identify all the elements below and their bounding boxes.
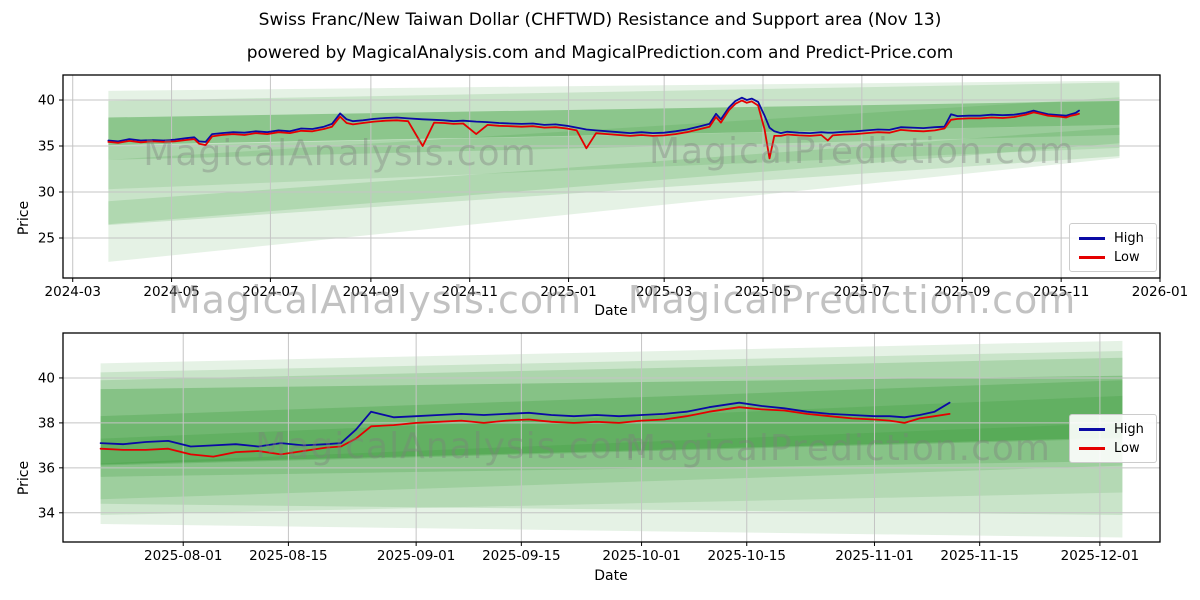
x-tick-label: 2025-03 [636,284,692,300]
top-x-axis-label: Date [594,303,628,319]
high-line-swatch [1079,237,1105,240]
high-line [99,401,951,448]
x-tick-label: 2025-05 [735,284,791,300]
support-resistance-band [100,340,1123,538]
top-y-axis-label: Price [16,200,32,236]
x-tick-label: 2025-12-01 [1061,548,1139,564]
bottom-x-axis-label: Date [594,568,628,584]
legend-label-low: Low [1114,250,1140,265]
legend-row-high: High [1070,420,1156,439]
y-tick-label: 36 [38,460,55,476]
plot-border [62,74,1161,279]
x-tick-label: 2025-11-01 [835,548,913,564]
low-line-swatch [1079,256,1105,259]
x-tick-label: 2024-09 [343,284,399,300]
high-line-swatch [1079,428,1105,431]
x-tick-label: 2025-10-01 [602,548,680,564]
y-tick-label: 38 [38,415,55,431]
plot-border [62,332,1161,543]
support-resistance-band [100,357,1123,477]
x-tick-label: 2025-09-01 [377,548,455,564]
high-line [107,96,1080,143]
y-tick-label: 34 [38,505,55,521]
x-tick-label: 2024-11 [442,284,498,300]
low-line [107,99,1080,160]
x-tick-label: 2025-01 [540,284,596,300]
x-tick-label: 2025-09 [934,284,990,300]
support-resistance-band [108,127,1120,226]
legend-row-low: Low [1070,439,1156,458]
low-line [99,406,951,458]
legend-label-low: Low [1114,441,1140,456]
top-legend: High Low [1069,223,1157,272]
x-tick-label: 2024-05 [143,284,199,300]
support-resistance-band [100,375,1123,465]
y-tick-label: 25 [38,230,55,246]
x-tick-label: 2026-01 [1132,284,1188,300]
x-tick-label: 2025-11-15 [940,548,1018,564]
support-resistance-band [108,100,1120,146]
x-tick-label: 2025-08-15 [249,548,327,564]
support-resistance-band [100,350,1123,516]
y-tick-label: 40 [38,370,55,386]
legend-label-high: High [1114,231,1144,246]
low-line-swatch [1079,447,1105,450]
legend-row-high: High [1070,229,1156,248]
legend-label-high: High [1114,422,1144,437]
chart-title: Swiss Franc/New Taiwan Dollar (CHFTWD) R… [258,10,942,30]
y-tick-label: 40 [38,93,55,109]
x-tick-label: 2025-07 [834,284,890,300]
x-tick-label: 2024-07 [242,284,298,300]
support-resistance-band [108,97,1120,190]
chart-subtitle: powered by MagicalAnalysis.com and Magic… [246,43,954,63]
support-resistance-band [108,82,1120,225]
legend-row-low: Low [1070,248,1156,267]
x-tick-label: 2025-09-15 [482,548,560,564]
bottom-y-axis-label: Price [16,460,32,496]
y-tick-label: 30 [38,184,55,200]
x-tick-label: 2024-03 [45,284,101,300]
support-resistance-band [100,395,1123,500]
support-resistance-band [108,80,1120,262]
x-tick-label: 2025-10-15 [708,548,786,564]
support-resistance-band [100,422,1123,516]
bottom-legend: High Low [1069,414,1157,463]
y-tick-label: 35 [38,139,55,155]
x-tick-label: 2025-08-01 [144,548,222,564]
x-tick-label: 2025-11 [1033,284,1089,300]
